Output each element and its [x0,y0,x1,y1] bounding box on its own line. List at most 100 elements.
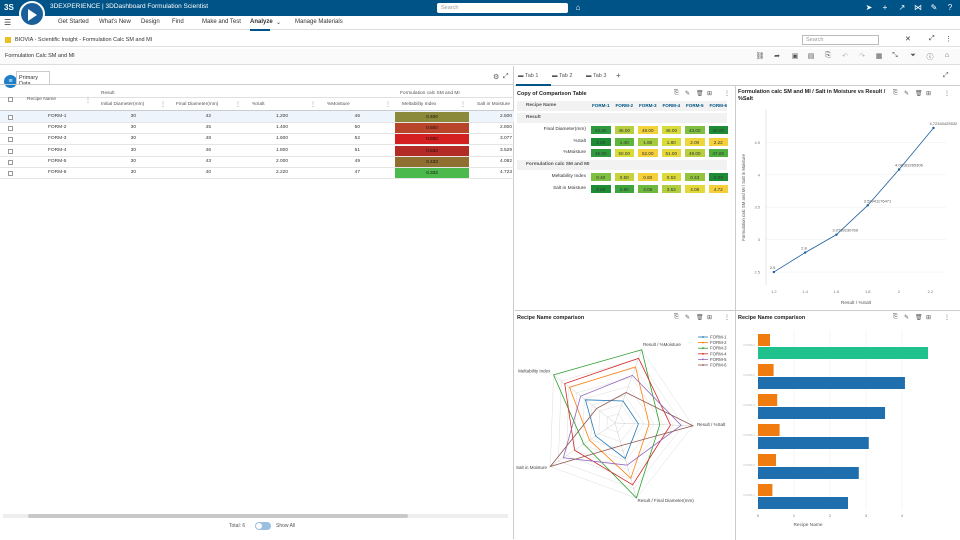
export-icon[interactable]: ⎘ [825,52,831,59]
bar[interactable] [758,497,848,509]
link-icon[interactable]: ⛓ [755,53,765,60]
tab-find[interactable]: Find [172,19,184,25]
radar-series[interactable] [564,357,671,486]
more-icon[interactable]: ⋮ [724,315,730,321]
bar[interactable] [758,394,778,406]
chevron-down-icon[interactable]: ⌄ [276,20,282,26]
col-salt[interactable]: %Salt [252,102,265,107]
share-arrow-icon[interactable]: ↗ [898,3,906,12]
forward-icon[interactable]: ➦ [774,53,780,60]
select-all-checkbox[interactable] [8,97,13,102]
save-icon[interactable]: ▣ [791,53,799,60]
row-checkbox[interactable] [8,126,13,132]
network-icon[interactable]: ⋈ [914,3,922,12]
column-menu-icon[interactable]: ⋮ [160,102,166,108]
more-icon[interactable]: ⋮ [944,91,950,97]
expand-icon[interactable]: ⤢ [929,35,935,42]
tab-1[interactable]: ▬ Tab 1 [518,73,539,79]
row-checkbox[interactable] [8,159,13,165]
bar[interactable] [758,424,780,436]
fit-icon[interactable]: ⊞ [926,91,932,97]
menu-icon[interactable]: ☰ [4,18,12,27]
bar[interactable] [758,437,869,449]
tag-icon[interactable]: ⌂ [575,3,581,12]
data-point[interactable] [772,270,776,274]
radar-series[interactable] [549,392,695,468]
collapse-icon[interactable]: ⤡ [892,52,898,59]
tab-make-and-test[interactable]: Make and Test [202,19,241,25]
bar[interactable] [758,347,929,359]
filter-icon[interactable]: ⏷ [910,52,916,59]
show-all-toggle[interactable] [255,522,271,530]
grid-icon[interactable]: ▦ [875,53,883,60]
delete-icon[interactable]: 🗑 [696,91,704,97]
fit-icon[interactable]: ⊞ [707,91,713,97]
column-menu-icon[interactable]: ⋮ [385,102,391,108]
bar[interactable] [758,364,774,376]
settings-icon[interactable]: ⚙ [493,74,500,81]
maximize-icon[interactable]: ⤢ [943,72,949,79]
bar[interactable] [758,407,886,419]
plus-icon[interactable]: + [882,3,888,12]
fit-icon[interactable]: ⊞ [926,315,932,321]
copy-icon[interactable]: ⎘ [893,90,898,96]
save-as-icon[interactable]: ▤ [807,53,815,60]
col-meltability-index[interactable]: Meltability Index [402,102,437,107]
tab-whats-new[interactable]: What's New [99,19,131,25]
data-point[interactable] [803,251,807,254]
radar-series[interactable] [584,399,639,460]
row-checkbox[interactable] [8,148,13,154]
close-icon[interactable]: ✕ [905,36,911,43]
col-initial-diameter[interactable]: Initial Diameter(mm) [101,102,145,107]
more-icon[interactable]: ⋮ [945,36,952,43]
bar[interactable] [758,484,773,496]
undo-icon[interactable]: ↶ [842,53,848,60]
data-point[interactable] [897,168,901,171]
col-salt-in-moisture[interactable]: Salt in Moisture [477,102,511,107]
help-icon[interactable]: ? [947,3,953,12]
delete-icon[interactable]: 🗑 [915,315,923,321]
col-moisture[interactable]: %Moisture [327,102,350,107]
row-checkbox[interactable] [8,115,13,120]
info-icon[interactable]: ⓘ [926,54,934,61]
fit-icon[interactable]: ⊞ [707,315,713,321]
horizontal-scrollbar[interactable] [3,514,508,518]
data-point[interactable] [835,233,838,236]
edit-icon[interactable]: ✎ [904,315,910,321]
column-menu-icon[interactable]: ⋮ [85,98,91,104]
col-final-diameter[interactable]: Final Diameter(mm) [176,102,219,107]
bar[interactable] [758,334,770,346]
column-menu-icon[interactable]: ⋮ [310,102,316,108]
add-tab-icon[interactable]: + [616,71,621,80]
bar[interactable] [758,454,776,466]
data-point[interactable] [866,204,869,207]
delete-icon[interactable]: 🗑 [915,91,923,97]
bar[interactable] [758,467,859,479]
delete-icon[interactable]: 🗑 [696,315,704,321]
edit-icon[interactable]: ✎ [685,315,691,321]
copy-icon[interactable]: ⎘ [674,314,679,320]
home-icon[interactable]: ⌂ [944,52,950,59]
dashboard-search-input[interactable]: Search [802,35,879,45]
column-menu-icon[interactable]: ⋮ [235,102,241,108]
edit-icon[interactable]: ✎ [685,91,691,97]
search-input[interactable]: Search [437,3,568,13]
tab-3[interactable]: ▬ Tab 3 [586,73,607,79]
radar-series[interactable] [568,366,650,480]
bar[interactable] [758,377,905,389]
compass-icon[interactable] [19,1,45,27]
tab-manage-materials[interactable]: Manage Materials [295,19,343,25]
share-icon[interactable]: ➤ [865,3,873,12]
tab-analyze[interactable]: Analyze [250,19,273,25]
tab-2[interactable]: ▬ Tab 2 [552,73,573,79]
tab-primary-data[interactable]: Primary Data [16,71,50,87]
radar-series[interactable] [562,374,682,466]
redo-icon[interactable]: ↷ [859,53,865,60]
scrollbar-thumb[interactable] [28,514,408,518]
column-menu-icon[interactable]: ⋮ [460,102,466,108]
tab-design[interactable]: Design [141,19,160,25]
tab-get-started[interactable]: Get Started [58,19,89,25]
data-point[interactable] [932,126,935,130]
row-checkbox[interactable] [8,171,13,176]
more-icon[interactable]: ⋮ [944,315,950,321]
